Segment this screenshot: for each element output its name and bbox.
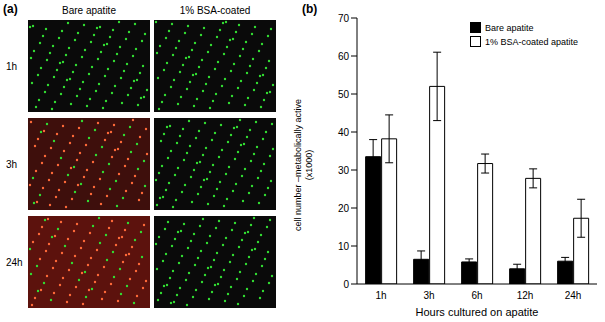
html-text:(x1000): (x1000) (304, 149, 314, 181)
svg-text:0: 0 (343, 279, 349, 290)
svg-text:10: 10 (338, 241, 350, 252)
html-text:1% BSA-coated apatite: 1% BSA-coated apatite (485, 36, 579, 47)
svg-text:60: 60 (338, 51, 350, 62)
svg-text:70: 70 (338, 13, 350, 24)
svg-text:3h: 3h (423, 290, 434, 301)
svg-text:24h: 24h (6, 257, 23, 268)
svg-text:24h: 24h (565, 290, 582, 301)
html-text:Bare apatite: Bare apatite (485, 22, 534, 33)
svg-text:20: 20 (338, 203, 350, 214)
svg-text:40: 40 (338, 127, 350, 138)
svg-text:Bare apatite: Bare apatite (62, 5, 116, 16)
html-text:cell number –metabolically act: cell number –metabolically active (293, 99, 303, 231)
svg-text:6h: 6h (471, 290, 482, 301)
svg-text:1h: 1h (6, 61, 17, 72)
svg-text:3h: 3h (6, 159, 17, 170)
svg-text:12h: 12h (517, 290, 534, 301)
svg-text:Hours cultured on apatite: Hours cultured on apatite (416, 306, 539, 318)
svg-text:1h: 1h (375, 290, 386, 301)
svg-text:30: 30 (338, 165, 350, 176)
svg-text:50: 50 (338, 89, 350, 100)
svg-text:(a): (a) (3, 2, 18, 16)
svg-text:1% BSA-coated: 1% BSA-coated (180, 5, 251, 16)
html-text:(b): (b) (302, 2, 318, 16)
